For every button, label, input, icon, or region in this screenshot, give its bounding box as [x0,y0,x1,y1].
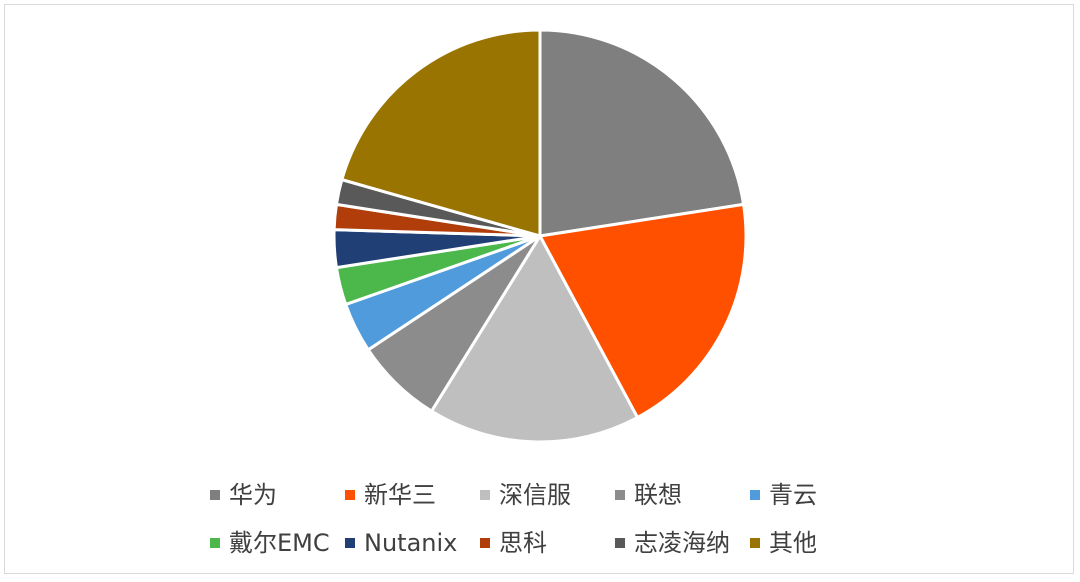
legend-swatch [615,490,625,500]
legend-label: 青云 [769,481,817,509]
legend-item: 新华三 [345,478,480,512]
legend-item: 戴尔EMC [210,526,345,560]
legend-item: 志凌海纳 [615,526,750,560]
legend-item: 联想 [615,478,750,512]
legend-swatch [750,490,760,500]
legend-item: 其他 [750,526,890,560]
pie-slice-1 [538,202,748,419]
legend-item: 深信服 [480,478,615,512]
legend-label: 新华三 [364,481,436,509]
legend-item: 青云 [750,478,890,512]
legend-label: 联想 [634,481,682,509]
legend-swatch [345,490,355,500]
legend-item: 华为 [210,478,345,512]
legend-label: 深信服 [499,481,571,509]
legend-label: 戴尔EMC [229,529,330,557]
pie-slice-0 [538,28,746,238]
chart-legend: 华为 新华三 深信服 联想 青云戴尔EMC Nutanix 思科 志凌海纳 其他 [210,478,910,560]
legend-swatch [345,538,355,548]
pie-slice-2 [430,234,639,444]
pie-slices [332,28,748,444]
legend-item: Nutanix [345,526,480,560]
legend-item: 思科 [480,526,615,560]
legend-label: Nutanix [364,529,458,557]
legend-label: 思科 [499,529,547,557]
legend-swatch [750,538,760,548]
legend-label: 志凌海纳 [634,529,730,557]
legend-swatch [480,490,490,500]
legend-label: 其他 [769,529,817,557]
legend-swatch [615,538,625,548]
legend-label: 华为 [229,481,277,509]
legend-swatch [210,538,220,548]
pie-slice-9 [340,28,542,238]
legend-swatch [210,490,220,500]
legend-swatch [480,538,490,548]
